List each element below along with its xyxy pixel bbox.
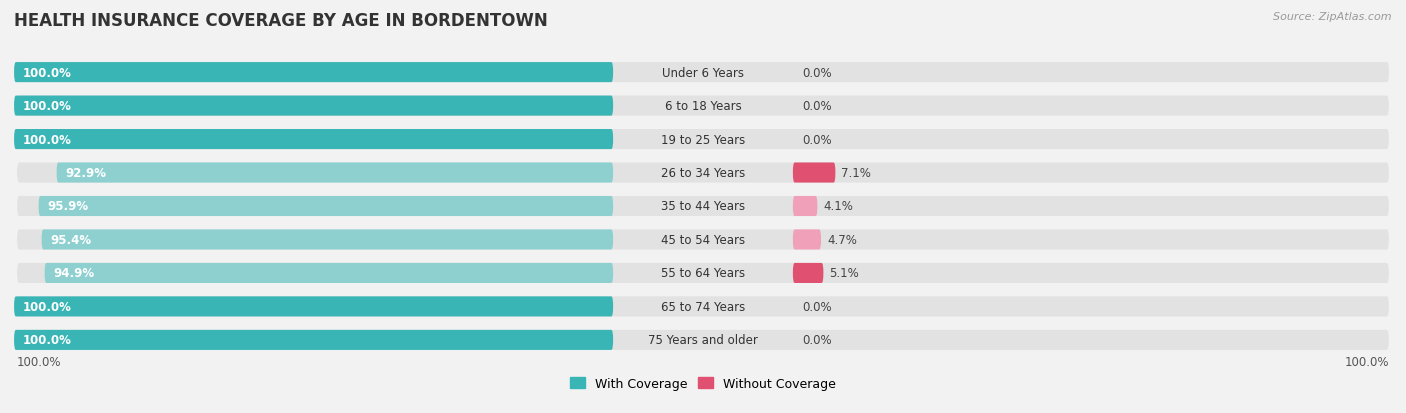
FancyBboxPatch shape [17, 330, 1389, 350]
Text: 4.1%: 4.1% [824, 200, 853, 213]
FancyBboxPatch shape [17, 96, 1389, 116]
Text: 94.9%: 94.9% [53, 267, 94, 280]
FancyBboxPatch shape [793, 263, 824, 283]
Text: 100.0%: 100.0% [17, 355, 62, 368]
Text: 26 to 34 Years: 26 to 34 Years [661, 166, 745, 180]
Text: 95.9%: 95.9% [48, 200, 89, 213]
Text: Under 6 Years: Under 6 Years [662, 66, 744, 79]
Text: 5.1%: 5.1% [830, 267, 859, 280]
FancyBboxPatch shape [14, 130, 613, 150]
FancyBboxPatch shape [17, 263, 1389, 283]
Text: 95.4%: 95.4% [51, 233, 91, 247]
FancyBboxPatch shape [17, 297, 1389, 317]
FancyBboxPatch shape [17, 230, 1389, 250]
Text: 7.1%: 7.1% [841, 166, 872, 180]
FancyBboxPatch shape [14, 63, 613, 83]
Text: Source: ZipAtlas.com: Source: ZipAtlas.com [1274, 12, 1392, 22]
FancyBboxPatch shape [14, 96, 613, 116]
FancyBboxPatch shape [17, 130, 1389, 150]
FancyBboxPatch shape [42, 230, 613, 250]
FancyBboxPatch shape [793, 163, 835, 183]
Legend: With Coverage, Without Coverage: With Coverage, Without Coverage [565, 372, 841, 395]
Text: 19 to 25 Years: 19 to 25 Years [661, 133, 745, 146]
FancyBboxPatch shape [17, 163, 1389, 183]
Text: 0.0%: 0.0% [801, 300, 831, 313]
FancyBboxPatch shape [38, 197, 613, 216]
Text: 100.0%: 100.0% [22, 100, 72, 113]
FancyBboxPatch shape [17, 63, 1389, 83]
Text: 100.0%: 100.0% [22, 300, 72, 313]
FancyBboxPatch shape [17, 197, 1389, 216]
Text: 75 Years and older: 75 Years and older [648, 334, 758, 347]
Text: 55 to 64 Years: 55 to 64 Years [661, 267, 745, 280]
Text: 65 to 74 Years: 65 to 74 Years [661, 300, 745, 313]
Text: 4.7%: 4.7% [827, 233, 856, 247]
FancyBboxPatch shape [14, 297, 613, 317]
Text: 0.0%: 0.0% [801, 334, 831, 347]
Text: 35 to 44 Years: 35 to 44 Years [661, 200, 745, 213]
Text: 6 to 18 Years: 6 to 18 Years [665, 100, 741, 113]
Text: 92.9%: 92.9% [66, 166, 107, 180]
Text: 0.0%: 0.0% [801, 66, 831, 79]
Text: 0.0%: 0.0% [801, 100, 831, 113]
FancyBboxPatch shape [45, 263, 613, 283]
Text: HEALTH INSURANCE COVERAGE BY AGE IN BORDENTOWN: HEALTH INSURANCE COVERAGE BY AGE IN BORD… [14, 12, 548, 30]
Text: 100.0%: 100.0% [22, 66, 72, 79]
Text: 0.0%: 0.0% [801, 133, 831, 146]
Text: 45 to 54 Years: 45 to 54 Years [661, 233, 745, 247]
Text: 100.0%: 100.0% [22, 334, 72, 347]
FancyBboxPatch shape [14, 330, 613, 350]
FancyBboxPatch shape [793, 197, 817, 216]
FancyBboxPatch shape [793, 230, 821, 250]
Text: 100.0%: 100.0% [1344, 355, 1389, 368]
Text: 100.0%: 100.0% [22, 133, 72, 146]
FancyBboxPatch shape [56, 163, 613, 183]
